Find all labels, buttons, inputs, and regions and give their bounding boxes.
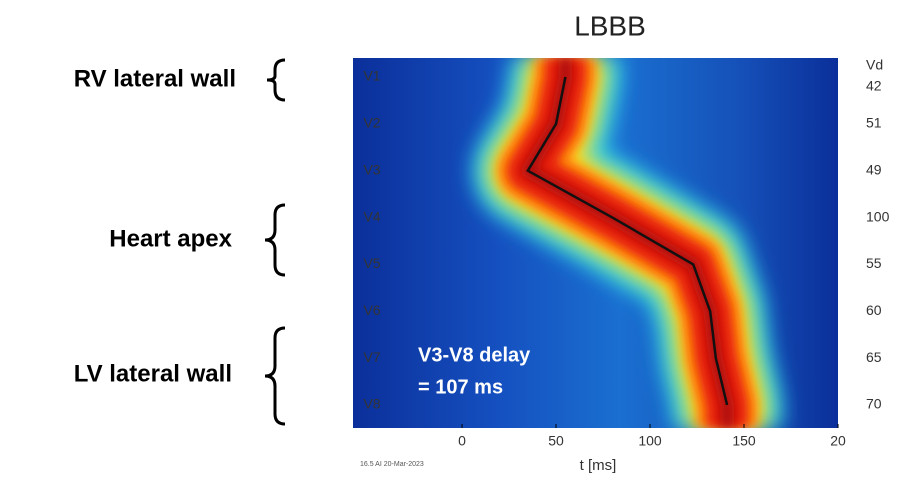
brackets [264,58,286,426]
y-tick-label: V5 [363,255,380,271]
region-label: RV lateral wall [74,65,236,92]
x-tick-label: 150 [732,433,756,449]
x-tick-label: 100 [638,433,662,449]
x-tick-label: 20 [830,433,846,449]
y-tick-label: V2 [363,115,380,131]
vd-value: 100 [866,208,890,224]
vd-value: 51 [866,115,882,131]
x-tick-label: 50 [548,433,564,449]
vd-value: 65 [866,349,882,365]
annotation: V3-V8 delay [418,344,531,366]
y-tick-label: V3 [363,161,380,177]
x-tick-label: 0 [458,433,466,449]
vd-value: 42 [866,78,882,94]
vd-value: 49 [866,161,882,177]
vd-header: Vd [866,57,883,73]
annotation: = 107 ms [418,376,503,398]
y-tick-label: V8 [363,396,380,412]
y-tick-label: V6 [363,302,380,318]
y-tick-label: V4 [363,208,380,224]
region-label: LV lateral wall [74,360,232,387]
region-label: Heart apex [109,225,232,252]
y-tick-label: V7 [363,349,380,365]
vd-value: 60 [866,302,882,318]
x-axis-label: t [ms] [580,457,617,474]
chart-title: LBBB [574,10,646,41]
activation-line [526,76,729,406]
vd-value: 70 [866,396,882,412]
y-tick-label: V1 [363,68,380,84]
vd-value: 55 [866,255,882,271]
footer: 16.5 AI 20-Mar-2023 [360,461,424,468]
